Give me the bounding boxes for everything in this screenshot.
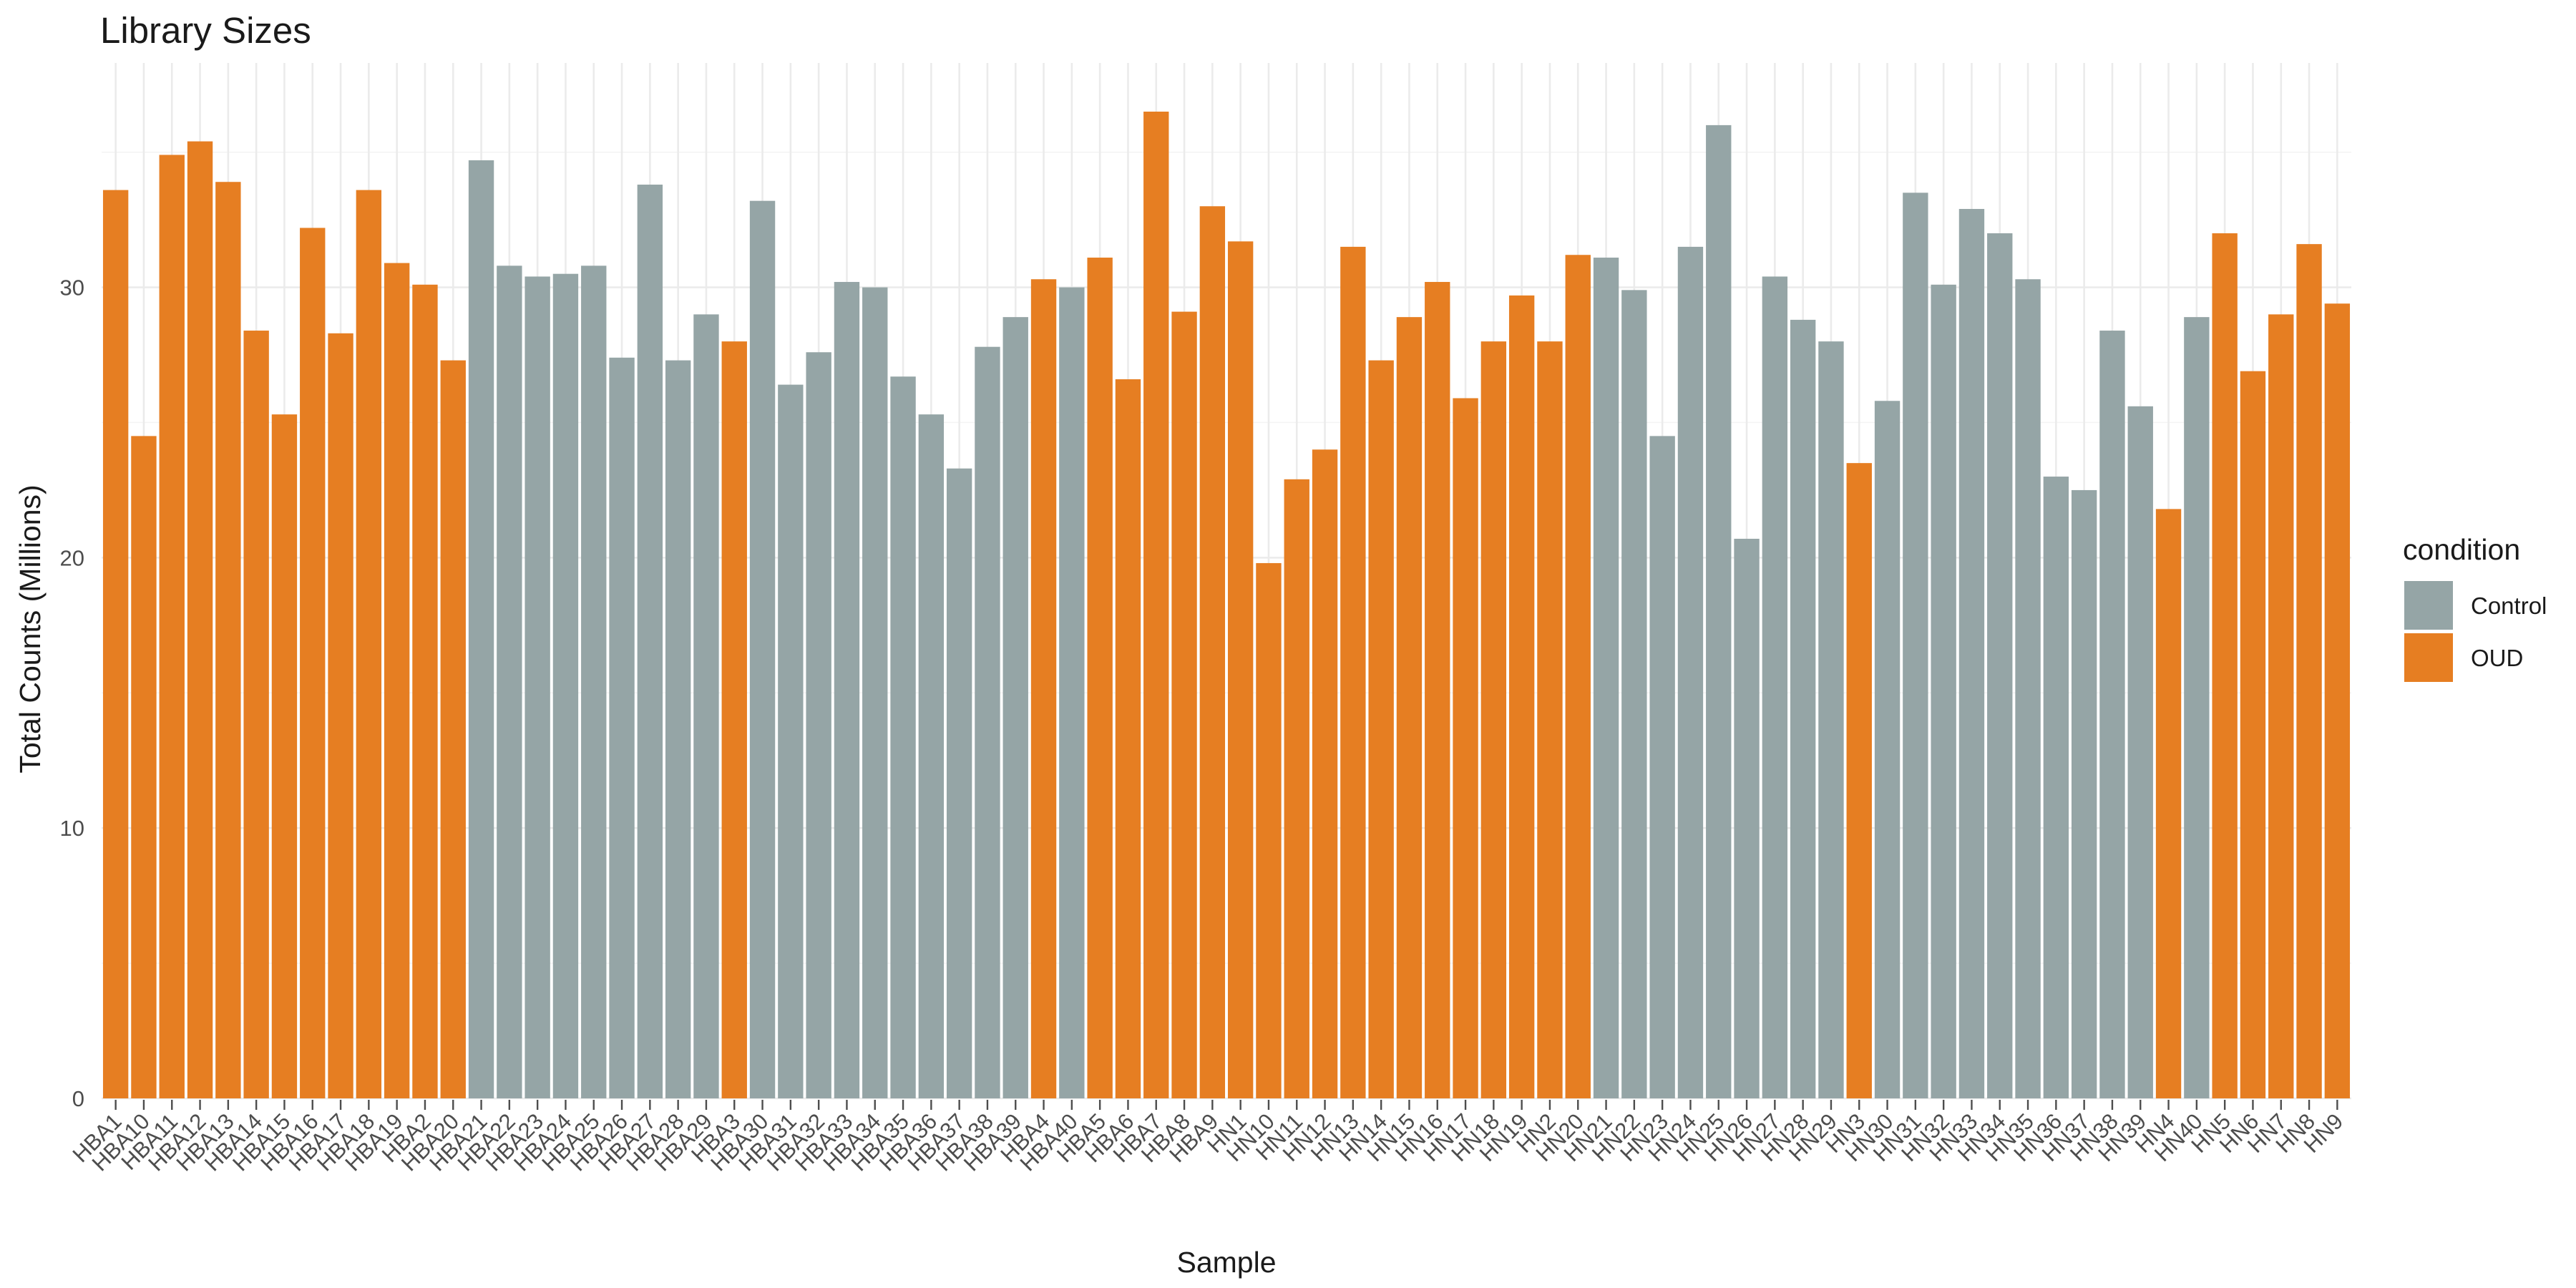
bar-hba13 <box>215 182 241 1098</box>
bar-hba3 <box>721 341 747 1098</box>
y-axis-ticks: 0 10 20 30 <box>60 275 84 1111</box>
bar-hn25 <box>1706 125 1732 1099</box>
y-tick-label: 20 <box>60 545 84 570</box>
bar-hba19 <box>384 263 410 1098</box>
bar-hba30 <box>749 200 776 1099</box>
bar-hn34 <box>1987 233 2013 1098</box>
bar-hn29 <box>1818 341 1844 1098</box>
bar-hba18 <box>356 190 382 1098</box>
bar-hba6 <box>1115 379 1141 1098</box>
bar-hba38 <box>975 346 1000 1098</box>
x-axis-title: Sample <box>1176 1246 1276 1279</box>
bar-hn15 <box>1396 317 1423 1098</box>
bar-hn13 <box>1340 246 1366 1098</box>
bar-hn26 <box>1734 538 1760 1098</box>
bar-hba40 <box>1059 287 1085 1099</box>
bar-hba25 <box>581 265 607 1098</box>
bar-hn17 <box>1453 398 1478 1098</box>
bar-hba34 <box>862 287 888 1099</box>
bar-hn20 <box>1565 255 1591 1099</box>
bar-hba14 <box>243 331 269 1099</box>
y-tick-label: 0 <box>72 1086 84 1111</box>
bar-hn14 <box>1368 360 1394 1099</box>
bar-hn35 <box>2015 279 2041 1099</box>
bar-hba24 <box>552 273 579 1098</box>
bar-hba21 <box>468 160 494 1098</box>
bar-hba32 <box>806 352 831 1098</box>
bar-hba27 <box>637 185 663 1098</box>
bar-hn2 <box>1537 341 1563 1098</box>
bar-hn4 <box>2155 509 2182 1098</box>
bars <box>102 112 2351 1099</box>
bar-hba37 <box>946 468 972 1098</box>
bar-hn31 <box>1903 192 1928 1098</box>
bar-hn19 <box>1508 295 1535 1099</box>
bar-hba2 <box>412 284 438 1099</box>
bar-hba35 <box>890 376 916 1098</box>
bar-hn3 <box>1846 463 1872 1098</box>
y-tick-label: 30 <box>60 275 84 301</box>
legend-key-control <box>2404 581 2453 630</box>
bar-hba23 <box>525 276 550 1098</box>
bar-hn16 <box>1425 282 1450 1099</box>
x-axis-ticks: HBA1HBA10HBA11HBA12HBA13HBA14HBA15HBA16H… <box>68 1100 2348 1176</box>
bar-hn7 <box>2268 314 2294 1098</box>
bar-hn30 <box>1874 401 1901 1098</box>
bar-hn21 <box>1593 258 1619 1098</box>
bar-hba15 <box>271 414 298 1098</box>
legend-key-oud <box>2404 633 2453 682</box>
bar-hn5 <box>2212 233 2238 1098</box>
bar-hn40 <box>2184 317 2210 1098</box>
bar-hba39 <box>1002 317 1028 1098</box>
bar-hba33 <box>834 282 860 1099</box>
bar-hn22 <box>1621 290 1647 1099</box>
bar-hba11 <box>159 155 185 1098</box>
bar-hn1 <box>1227 241 1254 1098</box>
legend: condition Control OUD <box>2403 533 2547 682</box>
bar-hba36 <box>918 414 945 1098</box>
bar-hba10 <box>131 436 157 1098</box>
legend-label-control: Control <box>2471 592 2547 619</box>
bar-hn37 <box>2071 489 2097 1098</box>
bar-hn23 <box>1649 436 1675 1098</box>
bar-hn38 <box>2099 331 2125 1099</box>
bar-hn32 <box>1931 284 1956 1099</box>
bar-hba9 <box>1199 206 1226 1099</box>
bar-hba28 <box>665 360 691 1099</box>
y-tick-label: 10 <box>60 816 84 841</box>
y-axis-title: Total Counts (Millions) <box>14 484 47 773</box>
bar-hn11 <box>1284 479 1309 1098</box>
bar-hba16 <box>300 228 326 1098</box>
bar-hba8 <box>1171 311 1197 1098</box>
bar-hn6 <box>2240 371 2266 1098</box>
bar-hba20 <box>440 360 466 1099</box>
bar-hba29 <box>693 314 719 1098</box>
bar-hba26 <box>609 357 635 1099</box>
legend-label-oud: OUD <box>2471 645 2523 671</box>
bar-hn27 <box>1762 276 1788 1098</box>
bar-hba31 <box>778 384 804 1098</box>
bar-hn36 <box>2043 477 2069 1098</box>
bar-hn12 <box>1312 449 1338 1098</box>
bar-hn39 <box>2127 406 2153 1098</box>
bar-hba1 <box>102 190 129 1098</box>
bar-hba4 <box>1030 279 1057 1099</box>
bar-hba22 <box>497 265 522 1098</box>
grid <box>102 63 2351 1100</box>
bar-hn10 <box>1256 562 1282 1098</box>
bar-hn18 <box>1480 341 1507 1098</box>
bar-hn9 <box>2324 303 2351 1098</box>
bar-hba5 <box>1087 258 1113 1098</box>
bar-hn24 <box>1677 246 1704 1098</box>
bar-hba7 <box>1143 112 1169 1098</box>
bar-hba12 <box>187 141 213 1098</box>
bar-hn28 <box>1790 319 1816 1098</box>
chart-title: Library Sizes <box>100 10 311 51</box>
bar-hn8 <box>2296 244 2322 1098</box>
legend-title: condition <box>2403 533 2520 566</box>
bar-hn33 <box>1958 209 1985 1099</box>
bar-hba17 <box>328 333 353 1099</box>
